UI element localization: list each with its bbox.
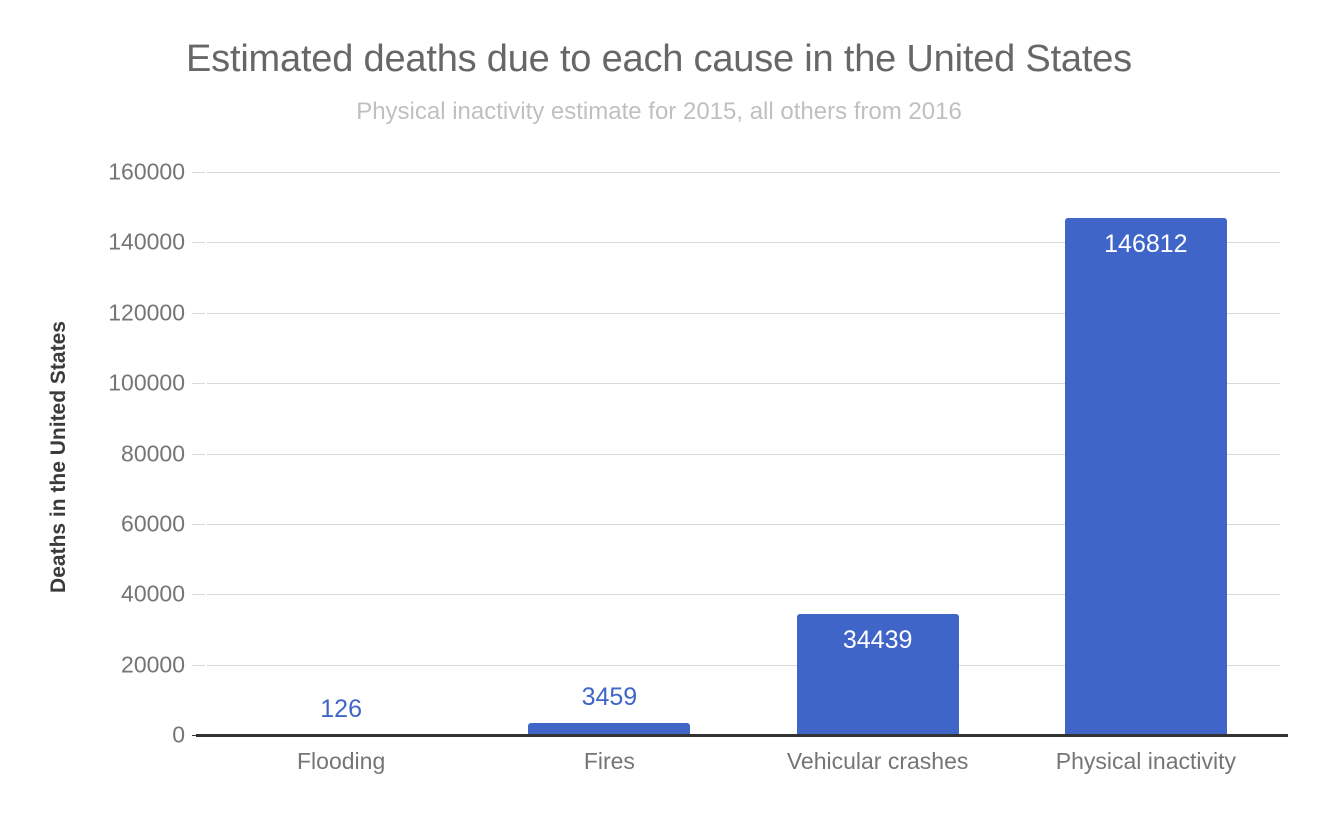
y-tick-mark (192, 453, 205, 455)
y-tick-label: 140000 (108, 228, 185, 255)
x-tick-label: Flooding (297, 748, 386, 774)
y-tick-mark (192, 594, 205, 596)
y-tick-mark (192, 383, 205, 385)
x-tick-label: Physical inactivity (1055, 748, 1236, 774)
y-tick-mark (192, 242, 205, 244)
plot-area: 126 3459 34439 146812 (207, 172, 1280, 735)
bar-value-label: 3459 (581, 682, 638, 711)
y-tick-label: 100000 (108, 369, 185, 396)
gridline (207, 664, 1280, 666)
bar-value-label: 34439 (842, 625, 913, 654)
y-tick-mark (192, 664, 205, 666)
y-tick-label: 20000 (121, 651, 185, 678)
gridline (207, 172, 1280, 173)
chart-title: Estimated deaths due to each cause in th… (186, 38, 1132, 80)
bar[interactable] (528, 722, 691, 735)
gridline (207, 383, 1280, 385)
x-tick-label: Fires (583, 748, 635, 774)
chart-subtitle: Physical inactivity estimate for 2015, a… (356, 98, 962, 125)
y-tick-label: 160000 (108, 158, 185, 185)
y-tick-label: 80000 (121, 440, 185, 466)
gridline (207, 312, 1280, 314)
y-tick-mark (192, 523, 205, 525)
y-tick-label: 0 (172, 721, 185, 748)
y-tick-mark (192, 312, 205, 314)
y-tick-label: 60000 (121, 510, 185, 537)
gridline (207, 523, 1280, 525)
axis-baseline (196, 734, 1288, 737)
x-tick-label: Vehicular crashes (786, 748, 969, 774)
bar-value-label: 146812 (1104, 230, 1188, 259)
y-tick-label: 40000 (121, 580, 185, 607)
gridline (207, 242, 1280, 244)
y-tick-mark (192, 172, 205, 173)
bar[interactable] (1064, 218, 1227, 735)
gridline (207, 453, 1280, 455)
bar[interactable] (796, 613, 959, 735)
gridline (207, 594, 1280, 596)
y-tick-label: 120000 (108, 299, 185, 326)
bar-value-label: 126 (320, 694, 362, 723)
